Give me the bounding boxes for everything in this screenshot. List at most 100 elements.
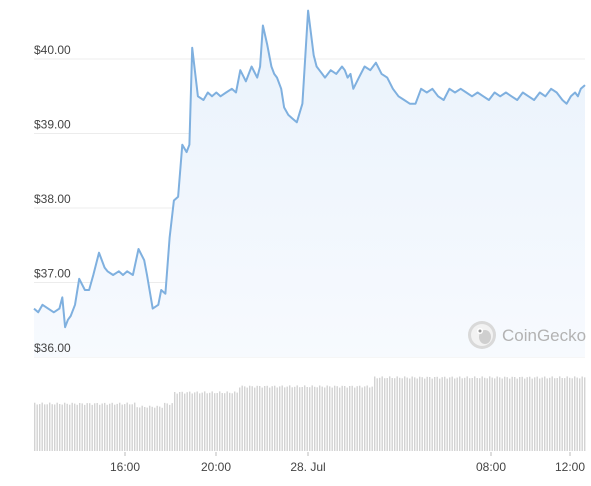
volume-bar xyxy=(181,391,183,451)
volume-bar xyxy=(489,376,491,451)
volume-bar xyxy=(71,402,73,451)
volume-bar xyxy=(546,378,548,451)
volume-bar xyxy=(106,404,108,451)
volume-bar xyxy=(134,402,136,451)
volume-bar xyxy=(96,403,98,451)
volume-bar xyxy=(219,391,221,451)
volume-bar xyxy=(281,385,283,451)
volume-bar xyxy=(216,393,218,451)
volume-bar xyxy=(564,378,566,451)
volume-bar xyxy=(271,386,273,451)
volume-bar xyxy=(174,392,176,451)
volume-bar xyxy=(76,404,78,451)
volume-bar xyxy=(296,385,298,451)
volume-bar xyxy=(179,392,181,451)
volume-bar xyxy=(531,378,533,451)
volume-bar xyxy=(329,386,331,451)
volume-bar xyxy=(301,387,303,451)
volume-bar xyxy=(516,378,518,451)
volume-bar xyxy=(374,376,376,451)
volume-bar xyxy=(376,378,378,451)
volume-bar xyxy=(59,404,61,451)
volume-bar xyxy=(159,406,161,451)
volume-bar xyxy=(411,376,413,451)
y-tick-labels: $40.00 $39.00 $38.00 $37.00 $36.00 xyxy=(34,43,71,355)
coingecko-watermark: CoinGecko xyxy=(468,321,586,349)
volume-bar xyxy=(86,403,88,451)
volume-bar xyxy=(304,385,306,451)
volume-bar xyxy=(44,404,46,451)
volume-bar xyxy=(306,387,308,451)
volume-bar xyxy=(224,393,226,451)
volume-bar xyxy=(294,386,296,451)
volume-bar xyxy=(466,376,468,451)
volume-bar xyxy=(496,376,498,451)
volume-bar xyxy=(341,385,343,451)
volume-bar xyxy=(414,377,416,451)
volume-bar xyxy=(269,387,271,451)
volume-bar xyxy=(461,378,463,451)
volume-bar xyxy=(519,377,521,451)
volume-bar xyxy=(276,387,278,451)
volume-bar xyxy=(419,376,421,451)
volume-bar xyxy=(49,402,51,451)
volume-bar xyxy=(211,391,213,451)
volume-bar xyxy=(581,376,583,451)
volume-bar xyxy=(344,386,346,451)
volume-bar xyxy=(459,376,461,451)
volume-bar xyxy=(291,387,293,451)
volume-bar xyxy=(184,393,186,451)
x-tick-label: 20:00 xyxy=(201,460,231,474)
y-tick-label: $37.00 xyxy=(34,267,71,281)
volume-bar xyxy=(114,404,116,451)
volume-bar xyxy=(41,402,43,451)
volume-bar xyxy=(354,387,356,451)
volume-bar xyxy=(94,403,96,451)
volume-bar xyxy=(444,376,446,451)
price-area-fill xyxy=(34,10,585,357)
volume-bar xyxy=(249,385,251,451)
volume-bar xyxy=(214,393,216,451)
volume-bar xyxy=(561,378,563,451)
volume-bar xyxy=(119,402,121,451)
volume-bar xyxy=(319,385,321,451)
volume-bar xyxy=(401,378,403,451)
volume-bar xyxy=(289,385,291,451)
volume-bar xyxy=(451,376,453,451)
volume-bar xyxy=(101,403,103,451)
x-tick-label: 08:00 xyxy=(476,460,506,474)
volume-bar xyxy=(454,378,456,451)
volume-bar xyxy=(559,376,561,451)
volume-bar xyxy=(34,402,36,451)
volume-bar xyxy=(39,404,41,451)
volume-bar xyxy=(241,385,243,451)
volume-bar xyxy=(406,377,408,451)
volume-bar xyxy=(539,378,541,451)
volume-bar xyxy=(476,378,478,451)
volume-bar xyxy=(506,377,508,451)
volume-bar xyxy=(574,376,576,451)
volume-bar xyxy=(64,402,66,451)
volume-bar xyxy=(161,407,163,451)
volume-bar xyxy=(381,376,383,451)
volume-bar xyxy=(416,378,418,451)
volume-bar xyxy=(346,387,348,451)
volume-bar xyxy=(494,378,496,451)
volume-bar xyxy=(509,378,511,451)
volume-bar xyxy=(81,403,83,451)
volume-bar xyxy=(379,377,381,451)
x-tick-label: 16:00 xyxy=(110,460,140,474)
volume-bar xyxy=(256,385,258,451)
volume-bar xyxy=(236,392,238,451)
volume-bar xyxy=(144,407,146,451)
volume-bar xyxy=(186,392,188,451)
y-tick-label: $36.00 xyxy=(34,341,71,355)
volume-bar xyxy=(464,377,466,451)
volume-bar xyxy=(579,378,581,451)
volume-bar xyxy=(501,378,503,451)
volume-bar xyxy=(129,404,131,451)
volume-bar xyxy=(234,391,236,451)
volume-bar xyxy=(146,407,148,451)
volume-bar xyxy=(351,385,353,451)
